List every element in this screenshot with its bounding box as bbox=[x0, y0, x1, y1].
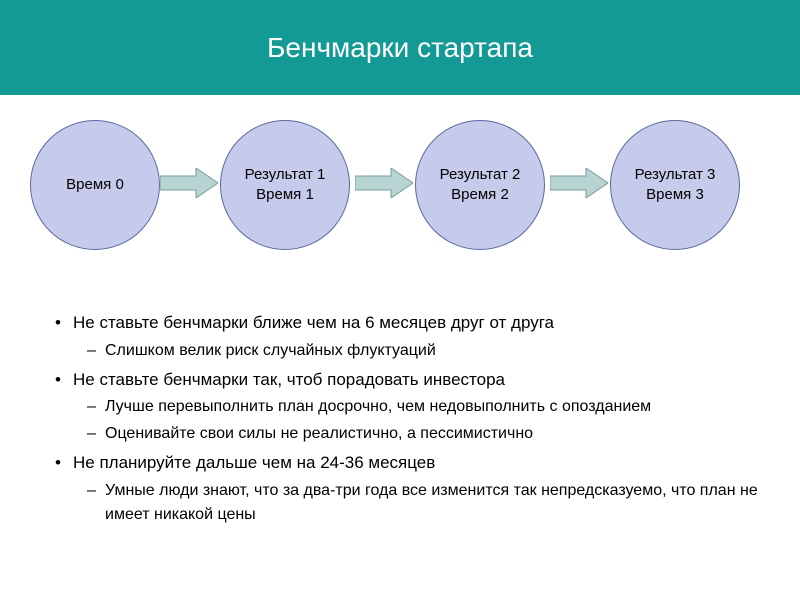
arrow-right-icon bbox=[550, 168, 608, 198]
bullet-root: Не ставьте бенчмарки ближе чем на 6 меся… bbox=[55, 310, 760, 527]
bullet-subitem: Слишком велик риск случайных флуктуаций bbox=[73, 339, 760, 363]
bullet-item: Не планируйте дальше чем на 24-36 месяце… bbox=[55, 450, 760, 527]
bullet-text: Не ставьте бенчмарки ближе чем на 6 меся… bbox=[73, 313, 554, 332]
node-label-line1: Результат 1 bbox=[245, 165, 326, 185]
arrow-right-icon bbox=[355, 168, 413, 198]
bullet-subitem: Оценивайте свои силы не реалистично, а п… bbox=[73, 422, 760, 446]
bullet-text: Не ставьте бенчмарки так, чтоб порадоват… bbox=[73, 370, 505, 389]
arrow-right-icon bbox=[160, 168, 218, 198]
node-label-line2: Время 1 bbox=[256, 185, 314, 205]
flow-arrow-1 bbox=[355, 168, 413, 198]
flow-node-2: Результат 2Время 2 bbox=[415, 120, 545, 250]
flow-node-0: Время 0 bbox=[30, 120, 160, 250]
bullet-subitem: Лучше перевыполнить план досрочно, чем н… bbox=[73, 395, 760, 419]
node-label-line1: Результат 3 bbox=[635, 165, 716, 185]
header-bar: Бенчмарки стартапа bbox=[0, 0, 800, 95]
bullet-item: Не ставьте бенчмарки ближе чем на 6 меся… bbox=[55, 310, 760, 363]
flow-arrow-0 bbox=[160, 168, 218, 198]
bullet-text: Не планируйте дальше чем на 24-36 месяце… bbox=[73, 453, 435, 472]
bullet-sublist: Слишком велик риск случайных флуктуаций bbox=[73, 339, 760, 363]
bullet-sublist: Умные люди знают, что за два-три года вс… bbox=[73, 479, 760, 527]
node-label-line1: Результат 2 bbox=[440, 165, 521, 185]
node-label-line2: Время 3 bbox=[646, 185, 704, 205]
page-title: Бенчмарки стартапа bbox=[267, 32, 533, 64]
flowchart: Время 0Результат 1Время 1Результат 2Врем… bbox=[0, 110, 800, 290]
bullet-sublist: Лучше перевыполнить план досрочно, чем н… bbox=[73, 395, 760, 446]
bullet-item: Не ставьте бенчмарки так, чтоб порадоват… bbox=[55, 367, 760, 447]
node-label-line1: Время 0 bbox=[66, 175, 124, 195]
node-label-line2: Время 2 bbox=[451, 185, 509, 205]
flow-node-3: Результат 3Время 3 bbox=[610, 120, 740, 250]
bullet-list: Не ставьте бенчмарки ближе чем на 6 меся… bbox=[55, 310, 760, 527]
bullet-subitem: Умные люди знают, что за два-три года вс… bbox=[73, 479, 760, 527]
flow-arrow-2 bbox=[550, 168, 608, 198]
flow-node-1: Результат 1Время 1 bbox=[220, 120, 350, 250]
